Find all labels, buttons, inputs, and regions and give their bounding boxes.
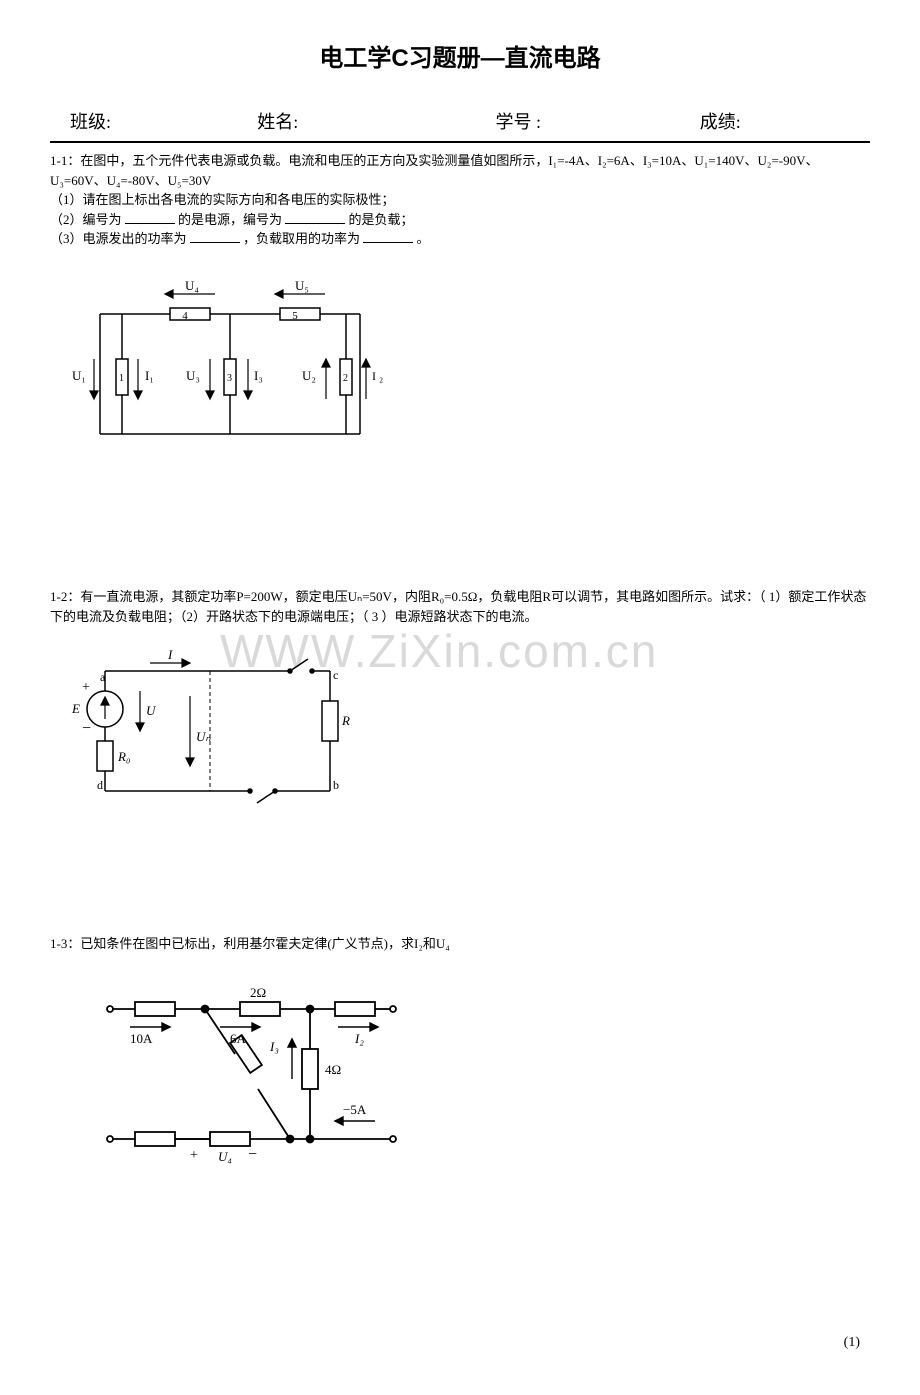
lbl-2ohm: 2Ω bbox=[250, 985, 266, 1000]
p1-diagram: U₄ U₅ 4 5 U₁ 1 I₁ U₃ 3 I₃ U₂ 2 I ₂ bbox=[50, 264, 870, 472]
header-xingming: 姓名: bbox=[257, 108, 495, 137]
p3-diagram: 2Ω 4Ω 10A 6A I₃ I₂ −5A + U₄ − bbox=[90, 969, 870, 1187]
problem-1-3: 1-3：已知条件在图中已标出，利用基尔霍夫定律(广义节点)，求I₂和U₄ bbox=[50, 934, 870, 1187]
lbl-n1: 1 bbox=[119, 373, 124, 384]
lbl-10A: 10A bbox=[130, 1031, 153, 1046]
lbl-n2: 2 bbox=[343, 373, 348, 384]
lbl-u4minus: − bbox=[248, 1146, 257, 1163]
problem-1-1: 1-1：在图中，五个元件代表电源或负载。电流和电压的正方向及实验测量值如图所示，… bbox=[50, 151, 870, 472]
lbl-I1: I₁ bbox=[145, 368, 154, 383]
lbl-d: d bbox=[97, 778, 103, 792]
lbl-R0: R₀ bbox=[117, 749, 130, 764]
lbl-R: R bbox=[341, 713, 350, 728]
lbl-n3: 3 bbox=[227, 373, 232, 384]
p1-line3c: 。 bbox=[417, 231, 430, 246]
lbl-U4: U₄ bbox=[185, 278, 199, 293]
lbl-n4: 4 bbox=[182, 310, 188, 322]
lbl-4ohm: 4Ω bbox=[325, 1062, 341, 1077]
p1-line1: （1）请在图上标出各电流的实际方向和各电压的实际极性； bbox=[50, 192, 395, 207]
header-banji: 班级: bbox=[50, 108, 257, 137]
lbl-I: I bbox=[167, 647, 173, 662]
p1-head: 1-1：在图中，五个元件代表电源或负载。电流和电压的正方向及实验测量值如图所示，… bbox=[50, 153, 819, 188]
header-chengji: 成绩: bbox=[700, 108, 870, 137]
page-title: 电工学C习题册—直流电路 bbox=[50, 40, 870, 78]
lbl-U4: U₄ bbox=[218, 1149, 232, 1164]
lbl-I2: I ₂ bbox=[372, 369, 383, 383]
lbl-plus: + bbox=[82, 680, 90, 695]
lbl-UN: Uₙ bbox=[196, 729, 211, 744]
p2-diagram: a c b d I E + − U Uₙ R R₀ bbox=[50, 641, 870, 819]
lbl-b: b bbox=[333, 778, 339, 792]
lbl-U1: U₁ bbox=[72, 368, 86, 383]
lbl-a: a bbox=[100, 670, 106, 684]
lbl-U5: U₅ bbox=[295, 278, 309, 293]
header-row: 班级: 姓名: 学号 : 成绩: bbox=[50, 108, 870, 143]
p1-line3a: （3）电源发出的功率为 bbox=[50, 231, 187, 246]
lbl-minus: − bbox=[82, 720, 91, 737]
blank-source bbox=[125, 210, 175, 224]
lbl-U3: U₃ bbox=[186, 368, 200, 383]
blank-load bbox=[285, 210, 345, 224]
lbl-6A: 6A bbox=[230, 1031, 247, 1046]
problem-1-2: 1-2：有一直流电源，其额定功率P=200W，额定电压Uₙ=50V，内阻R₀=0… bbox=[50, 587, 870, 819]
p1-line2b: 的是电源，编号为 bbox=[178, 212, 282, 227]
lbl-m5A: −5A bbox=[343, 1102, 367, 1117]
p3-text: 1-3：已知条件在图中已标出，利用基尔霍夫定律(广义节点)，求I₂和U₄ bbox=[50, 934, 870, 954]
lbl-I3: I₃ bbox=[254, 368, 263, 383]
blank-power-out bbox=[190, 229, 240, 243]
lbl-U: U bbox=[146, 703, 157, 718]
lbl-c: c bbox=[333, 668, 338, 682]
p1-line2a: （2）编号为 bbox=[50, 212, 122, 227]
page-number: (1) bbox=[50, 1332, 870, 1354]
p1-text: 1-1：在图中，五个元件代表电源或负载。电流和电压的正方向及实验测量值如图所示，… bbox=[50, 151, 870, 249]
p1-line2c: 的是负载； bbox=[349, 212, 414, 227]
lbl-I3: I₃ bbox=[269, 1039, 279, 1054]
lbl-U2: U₂ bbox=[302, 368, 316, 383]
p2-text: 1-2：有一直流电源，其额定功率P=200W，额定电压Uₙ=50V，内阻R₀=0… bbox=[50, 587, 870, 626]
lbl-u4plus: + bbox=[190, 1148, 198, 1163]
lbl-n5: 5 bbox=[292, 310, 298, 322]
lbl-I2: I₂ bbox=[354, 1031, 364, 1046]
lbl-E: E bbox=[71, 701, 80, 716]
blank-power-in bbox=[363, 229, 413, 243]
header-xuehao: 学号 : bbox=[496, 108, 700, 137]
p1-line3b: ，负载取用的功率为 bbox=[243, 231, 360, 246]
